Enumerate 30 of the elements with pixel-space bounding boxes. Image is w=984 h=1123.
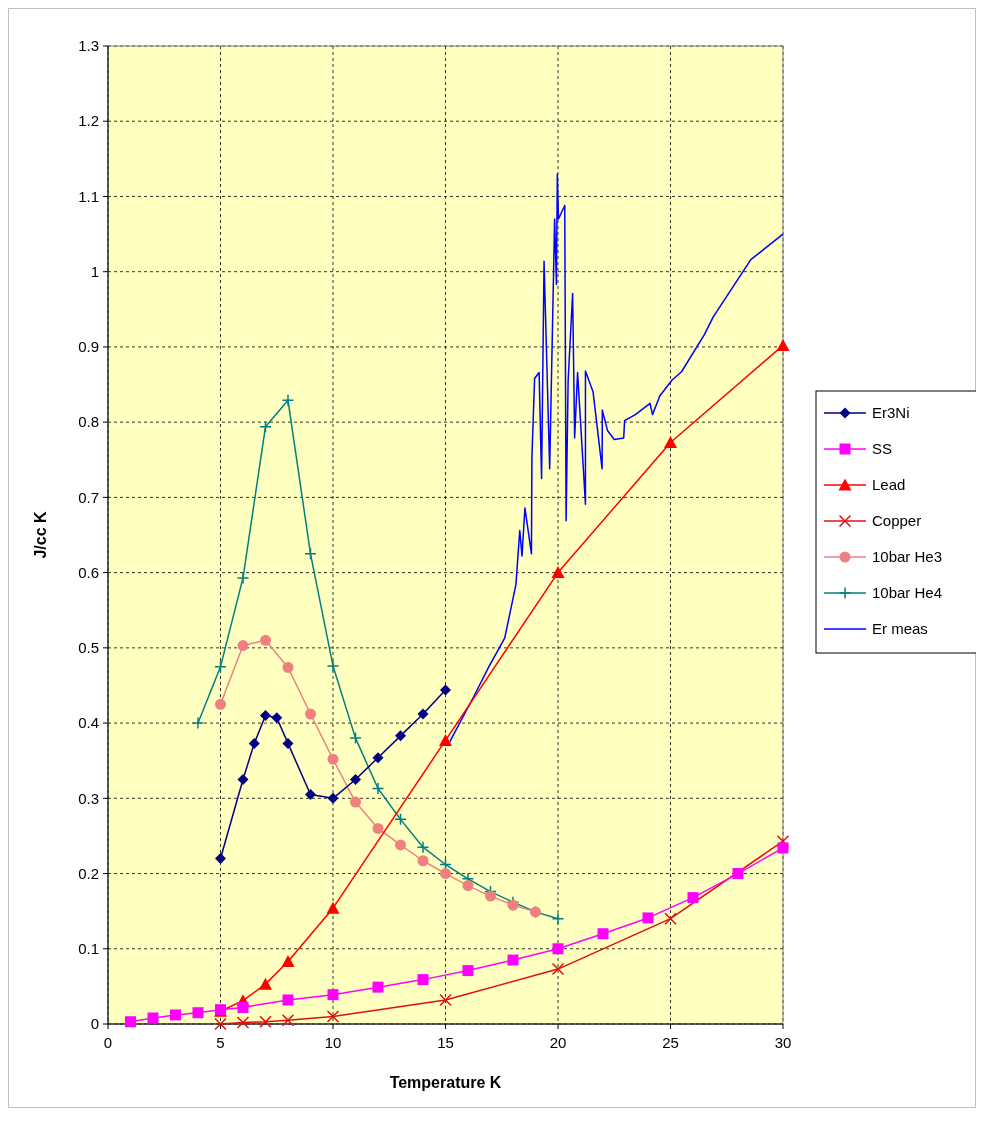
legend-label: 10bar He3 [872, 548, 943, 566]
x-tick-label: 10 [324, 1034, 342, 1051]
x-tick-label: 20 [549, 1034, 567, 1051]
y-axis-title: J/cc K [32, 510, 49, 559]
legend-label: 10bar He4 [872, 584, 943, 602]
y-tick-label: 0.5 [78, 639, 99, 657]
x-tick-label: 30 [774, 1034, 792, 1051]
x-tick-label: 5 [216, 1034, 225, 1051]
y-tick-label: 0.7 [78, 488, 99, 506]
legend-label: Er meas [872, 620, 928, 638]
y-tick-label: 0.6 [78, 563, 99, 581]
y-tick-label: 1.1 [78, 187, 99, 205]
y-tick-label: 0.3 [78, 789, 99, 807]
legend-label: Copper [872, 512, 922, 530]
legend-label: SS [872, 440, 893, 458]
x-tick-label: 0 [103, 1034, 113, 1051]
x-axis-title: Temperature K [389, 1074, 502, 1091]
x-tick-label: 25 [662, 1034, 679, 1051]
y-tick-label: 0.2 [78, 864, 99, 882]
y-tick-label: 1 [90, 262, 99, 280]
y-tick-label: 0.1 [78, 940, 99, 958]
y-tick-label: 0 [90, 1015, 99, 1033]
y-tick-label: 1.2 [78, 112, 99, 130]
y-tick-label: 0.9 [78, 338, 99, 356]
y-tick-label: 0.8 [78, 413, 99, 431]
legend-label: Er3Ni [872, 404, 910, 422]
y-tick-label: 0.4 [78, 714, 99, 732]
legend-label: Lead [872, 476, 906, 494]
x-tick-label: 15 [437, 1034, 454, 1051]
y-tick-label: 1.3 [78, 37, 99, 55]
